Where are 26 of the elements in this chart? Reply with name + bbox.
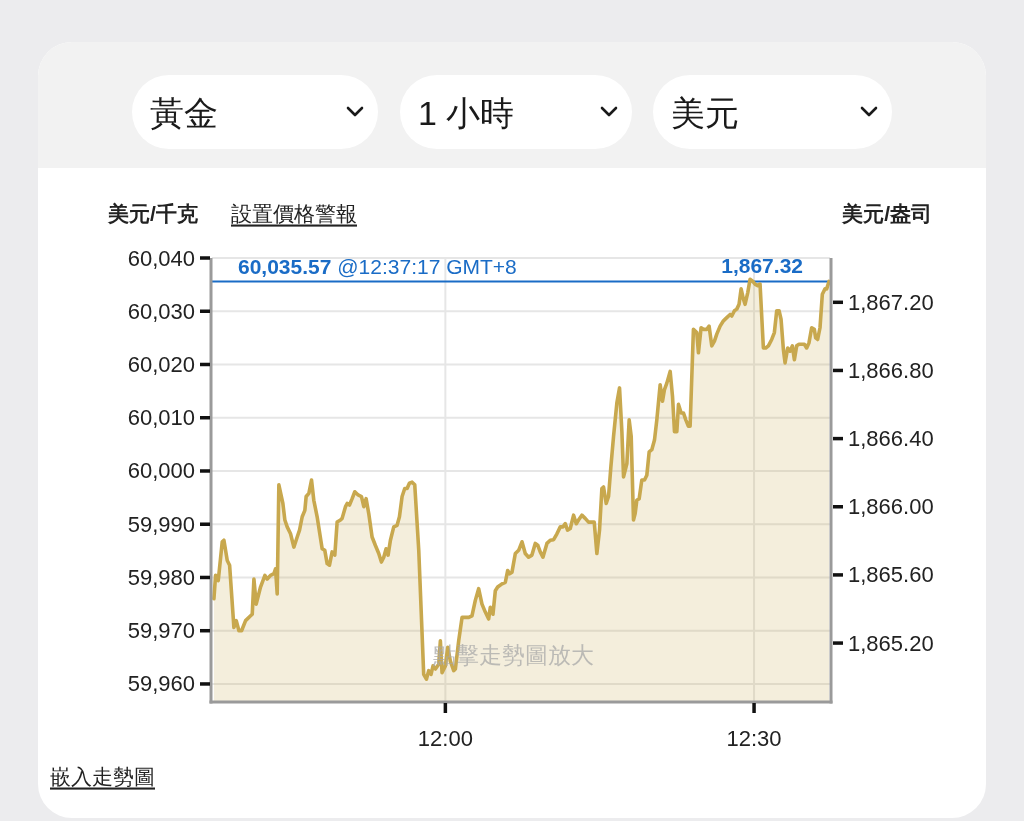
ref-line-label: 60,035.57 @12:37:17 GMT+8 xyxy=(238,254,517,278)
y-tick-label: 60,000 xyxy=(127,458,195,484)
y2-tick-label: 1,867.20 xyxy=(848,289,934,315)
y2-tick-label: 1,866.40 xyxy=(848,426,934,452)
y-tick-label: 59,970 xyxy=(127,618,195,644)
y2-tick-label: 1,866.80 xyxy=(848,357,934,383)
y2-axis-title: 美元/盎司 xyxy=(842,201,932,225)
y-tick-label: 60,030 xyxy=(127,298,195,324)
y-tick-label: 60,040 xyxy=(127,245,195,271)
y2-tick-label: 1,865.60 xyxy=(848,562,934,588)
y-tick-label: 60,010 xyxy=(127,405,195,431)
dropdown-label: 黃金 xyxy=(150,94,218,132)
y-tick-label: 59,980 xyxy=(127,564,195,590)
x-tick-label: 12:00 xyxy=(417,725,473,751)
y2-tick-label: 1,865.20 xyxy=(848,630,934,656)
y2-tick-label: 1,866.00 xyxy=(848,494,934,520)
y-tick-label: 60,020 xyxy=(127,352,195,377)
y-tick-label: 59,990 xyxy=(127,511,195,537)
ref-line-label-ounce: 1,867.32 xyxy=(721,254,803,278)
price-alert-link-label: 設置價格警報 xyxy=(231,201,357,225)
y-tick-label: 59,960 xyxy=(127,671,195,697)
dropdown-label: 1 小時 xyxy=(418,94,515,132)
embed-link-label: 嵌入走勢圖 xyxy=(50,764,155,788)
x-tick-label: 12:30 xyxy=(726,725,782,751)
dropdown-label: 美元 xyxy=(671,94,739,132)
y-axis-title: 美元/千克 xyxy=(108,201,198,225)
